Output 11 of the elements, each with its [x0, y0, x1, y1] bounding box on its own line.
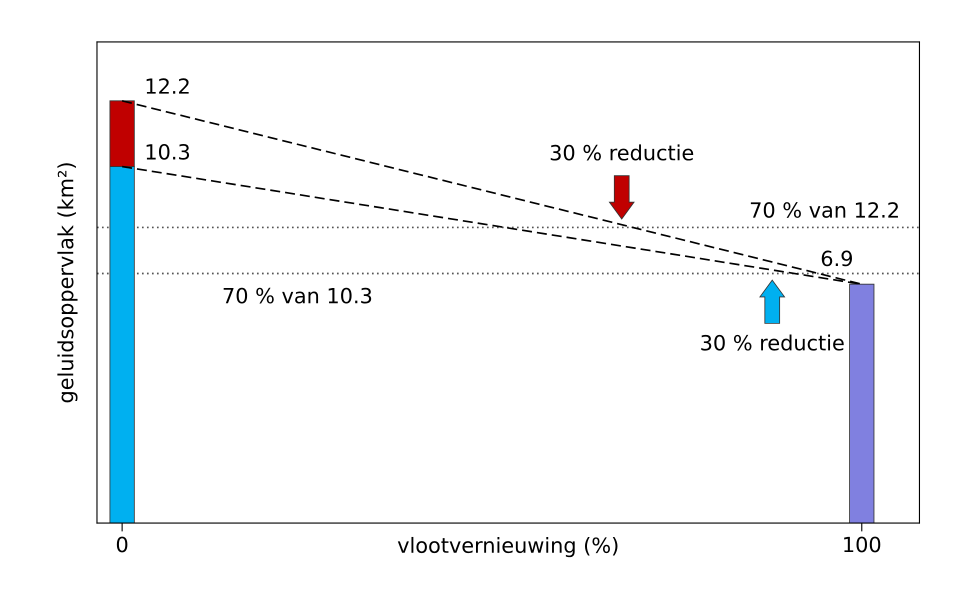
ref-line-label: 70 % van 12.2 [750, 202, 898, 218]
data-label: 12.2 [146, 78, 189, 94]
annotation: 30 % reductie [550, 144, 694, 161]
annotation: 30 % reductie [701, 334, 844, 351]
data-label: 10.3 [146, 144, 190, 160]
data-label: 6.9 [822, 250, 852, 266]
x-tick-label: 0 [116, 536, 128, 552]
y-axis-title: geluidsoppervlak (km²) [57, 163, 78, 402]
x-axis-title: vlootvernieuwing (%) [398, 536, 618, 558]
x-tick-label: 100 [844, 536, 880, 552]
ref-line-label: 70 % van 10.3 [224, 288, 372, 304]
